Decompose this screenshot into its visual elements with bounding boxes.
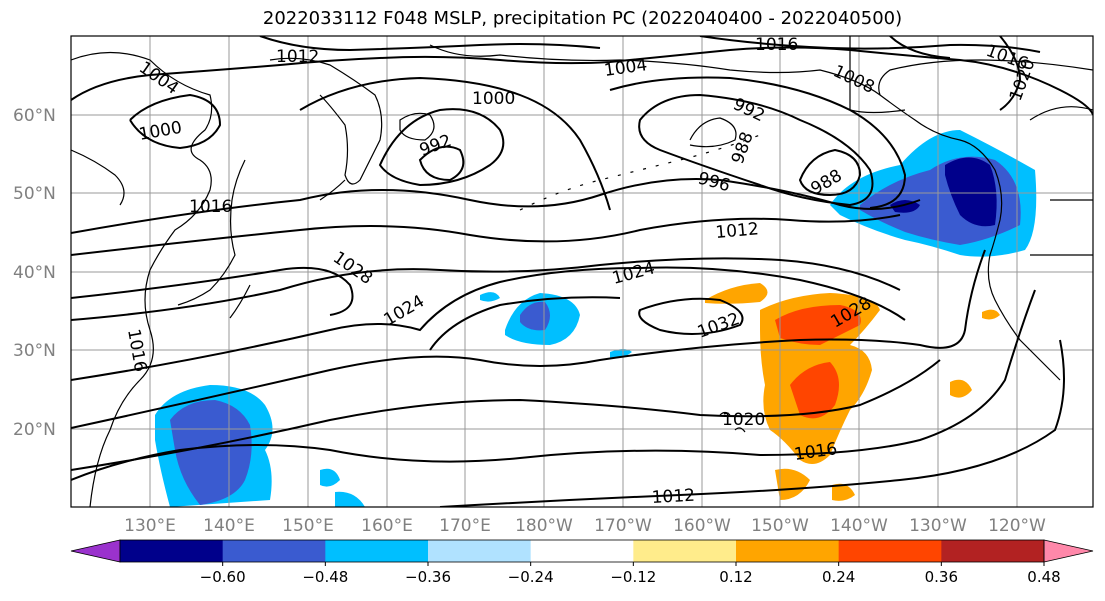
longitude-labels: 130°E 140°E 150°E 160°E 170°E 180°W 170°…: [124, 516, 1046, 536]
precip-strong-positive-region: [790, 362, 839, 419]
lon-label: 150°W: [751, 516, 809, 536]
colorbar-segment: [633, 540, 737, 562]
lon-label: 140°E: [203, 516, 255, 536]
contour-label: 1012: [651, 486, 695, 508]
map-title: 2022033112 F048 MSLP, precipitation PC (…: [262, 8, 903, 29]
precip-negative-region: [320, 468, 340, 487]
precip-positive-region: [950, 379, 972, 398]
colorbar-tick-label: −0.60: [200, 568, 246, 586]
colorbar-segment: [222, 540, 326, 562]
colorbar-segment: [325, 540, 429, 562]
contour-label: 1012: [276, 47, 319, 67]
lon-label: 130°W: [909, 516, 967, 536]
colorbar-tick-label: −0.48: [302, 568, 348, 586]
lon-label: 160°W: [673, 516, 731, 536]
colorbar-extend-low: [70, 539, 121, 563]
map-frame: [70, 35, 1094, 508]
precip-positive-region: [832, 483, 855, 501]
colorbar-segment: [941, 540, 1045, 562]
colorbar-tick-label: −0.24: [508, 568, 554, 586]
colorbar-tick-label: −0.12: [610, 568, 656, 586]
precip-strong-positive-region: [775, 305, 861, 345]
lon-label: 140°W: [830, 516, 888, 536]
precip-negative-region: [170, 400, 252, 505]
colorbar-tick-label: 0.24: [822, 568, 855, 586]
lat-label: 60°N: [13, 106, 56, 126]
latitude-labels: 60°N 50°N 40°N 30°N 20°N: [13, 106, 56, 440]
colorbar-tick-label: −0.36: [405, 568, 451, 586]
colorbar-segment: [838, 540, 942, 562]
colorbar-tick-label: 0.48: [1027, 568, 1060, 586]
lon-label: 170°E: [439, 516, 491, 536]
colorbar-segment: [428, 540, 532, 562]
precip-positive-region: [705, 283, 768, 304]
colorbar-segment: [120, 540, 224, 562]
contour-label: 1012: [715, 219, 760, 243]
lat-label: 50°N: [13, 184, 56, 204]
isobars: [71, 36, 1093, 507]
precip-negative-region: [610, 349, 632, 359]
lon-label: 170°W: [594, 516, 652, 536]
lon-label: 180°W: [515, 516, 573, 536]
lon-label: 150°E: [282, 516, 334, 536]
colorbar-frame: [119, 539, 1045, 563]
lon-label: 130°E: [124, 516, 176, 536]
colorbar: −0.60 −0.48 −0.36 −0.24 −0.12 0.12 0.24 0.36 0.4…: [70, 539, 1094, 586]
lon-label: 120°W: [988, 516, 1046, 536]
colorbar-segment: [530, 540, 634, 562]
colorbar-extend-high: [1043, 539, 1094, 563]
colorbar-tick-label: 0.12: [719, 568, 752, 586]
precip-positive-region: [775, 468, 810, 500]
lat-label: 40°N: [13, 263, 56, 283]
precip-strong-negative-region: [945, 157, 997, 227]
precip-shading: [155, 130, 1037, 507]
precip-negative-region: [520, 301, 550, 331]
contour-label: 1020: [722, 410, 765, 430]
contour-label: 1016: [755, 35, 798, 55]
precip-negative-region: [335, 491, 365, 507]
contour-label: 1016: [189, 197, 232, 217]
precip-negative-region: [480, 292, 500, 302]
coastlines: [71, 36, 1093, 507]
colorbar-tick-label: 0.36: [925, 568, 958, 586]
lon-label: 160°E: [361, 516, 413, 536]
lat-label: 20°N: [13, 420, 56, 440]
contour-label: 1000: [472, 89, 515, 109]
colorbar-segment: [736, 540, 840, 562]
lat-label: 30°N: [13, 341, 56, 361]
precip-positive-region: [982, 309, 1000, 320]
